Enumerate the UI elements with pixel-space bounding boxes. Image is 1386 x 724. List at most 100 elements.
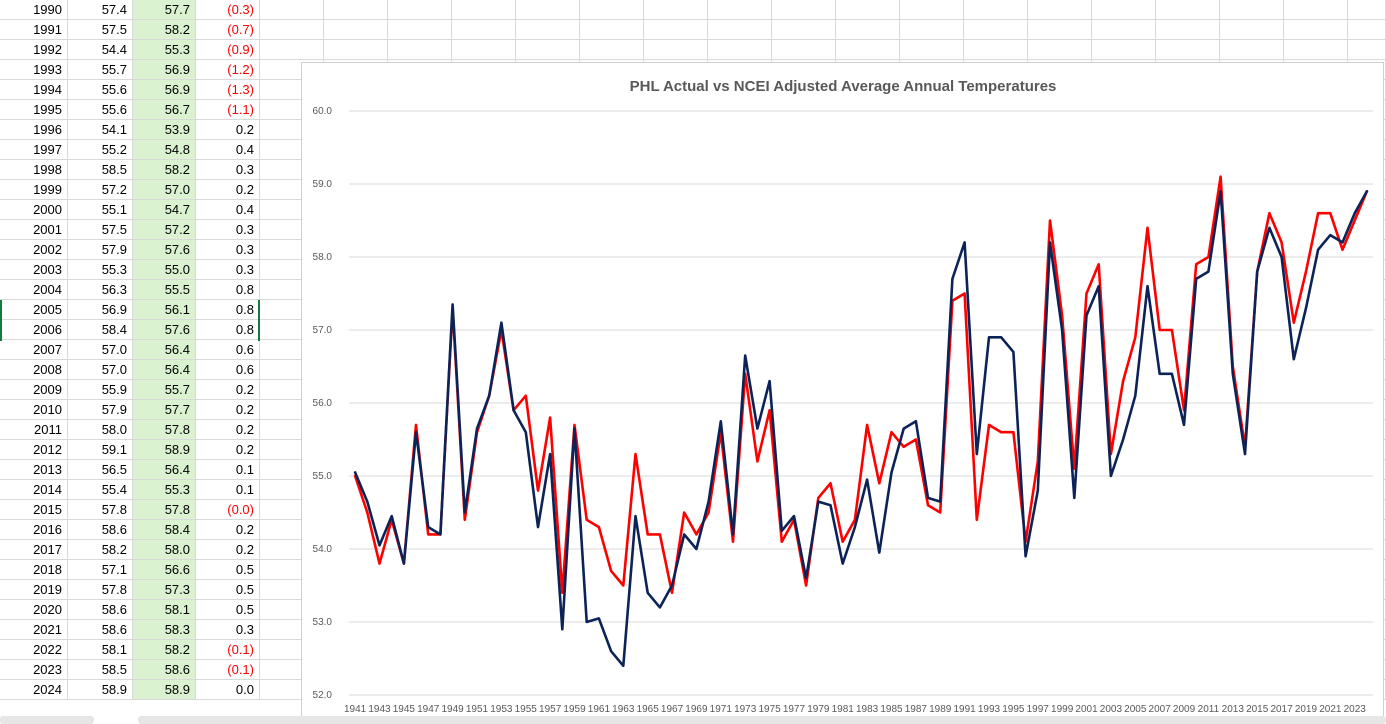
empty-cell[interactable] [388,20,452,40]
cell-adjusted[interactable]: 56.9 [133,80,196,100]
cell-year[interactable]: 2008 [0,360,68,380]
empty-cell[interactable] [1220,20,1284,40]
cell-adjusted[interactable]: 58.0 [133,540,196,560]
cell-adjusted[interactable]: 57.2 [133,220,196,240]
cell-actual[interactable]: 56.5 [68,460,133,480]
empty-cell[interactable] [836,20,900,40]
cell-year[interactable]: 2010 [0,400,68,420]
chart-object[interactable]: PHL Actual vs NCEI Adjusted Average Annu… [301,62,1384,718]
cell-actual[interactable]: 57.4 [68,0,133,20]
cell-actual[interactable]: 55.9 [68,380,133,400]
cell-diff[interactable]: 0.2 [196,400,260,420]
cell-year[interactable]: 2005 [0,300,68,320]
cell-adjusted[interactable]: 58.1 [133,600,196,620]
cell-diff[interactable]: 0.2 [196,180,260,200]
cell-year[interactable]: 2021 [0,620,68,640]
cell-diff[interactable]: 0.2 [196,440,260,460]
cell-adjusted[interactable]: 55.7 [133,380,196,400]
cell-actual[interactable]: 55.7 [68,60,133,80]
cell-adjusted[interactable]: 57.0 [133,180,196,200]
empty-cell[interactable] [708,20,772,40]
cell-adjusted[interactable]: 54.8 [133,140,196,160]
empty-cell[interactable] [260,40,324,60]
cell-diff[interactable]: 0.2 [196,380,260,400]
cell-year[interactable]: 2022 [0,640,68,660]
cell-year[interactable]: 2001 [0,220,68,240]
cell-adjusted[interactable]: 57.7 [133,0,196,20]
empty-cell[interactable] [772,40,836,60]
cell-year[interactable]: 2000 [0,200,68,220]
cell-adjusted[interactable]: 56.4 [133,340,196,360]
cell-year[interactable]: 2020 [0,600,68,620]
cell-diff[interactable]: 0.2 [196,540,260,560]
cell-diff[interactable]: 0.3 [196,620,260,640]
empty-cell[interactable] [1156,40,1220,60]
empty-cell[interactable] [772,0,836,20]
empty-cell[interactable] [644,20,708,40]
cell-adjusted[interactable]: 56.7 [133,100,196,120]
cell-diff[interactable]: 0.5 [196,580,260,600]
cell-adjusted[interactable]: 58.9 [133,680,196,700]
cell-actual[interactable]: 58.0 [68,420,133,440]
empty-cell[interactable] [1348,20,1386,40]
empty-cell[interactable] [324,20,388,40]
cell-diff[interactable]: 0.8 [196,300,260,320]
empty-cell[interactable] [452,20,516,40]
cell-actual[interactable]: 58.6 [68,520,133,540]
empty-cell[interactable] [1028,0,1092,20]
cell-year[interactable]: 1999 [0,180,68,200]
cell-diff[interactable]: 0.1 [196,480,260,500]
empty-cell[interactable] [1284,40,1348,60]
cell-year[interactable]: 1994 [0,80,68,100]
cell-year[interactable]: 2004 [0,280,68,300]
cell-actual[interactable]: 54.4 [68,40,133,60]
cell-actual[interactable]: 58.6 [68,620,133,640]
cell-diff[interactable]: (0.1) [196,640,260,660]
cell-adjusted[interactable]: 58.2 [133,640,196,660]
empty-cell[interactable] [708,0,772,20]
cell-adjusted[interactable]: 58.9 [133,440,196,460]
cell-diff[interactable]: 0.3 [196,160,260,180]
cell-year[interactable]: 2015 [0,500,68,520]
cell-actual[interactable]: 57.1 [68,560,133,580]
empty-cell[interactable] [772,20,836,40]
cell-diff[interactable]: (0.9) [196,40,260,60]
cell-diff[interactable]: 0.4 [196,200,260,220]
cell-adjusted[interactable]: 57.8 [133,500,196,520]
cell-diff[interactable]: 0.2 [196,520,260,540]
cell-actual[interactable]: 56.3 [68,280,133,300]
empty-cell[interactable] [964,0,1028,20]
empty-cell[interactable] [900,20,964,40]
empty-cell[interactable] [1092,20,1156,40]
cell-year[interactable]: 2011 [0,420,68,440]
cell-diff[interactable]: (1.1) [196,100,260,120]
empty-cell[interactable] [1028,40,1092,60]
cell-adjusted[interactable]: 58.2 [133,20,196,40]
empty-cell[interactable] [388,40,452,60]
cell-year[interactable]: 2023 [0,660,68,680]
empty-cell[interactable] [516,20,580,40]
cell-year[interactable]: 1997 [0,140,68,160]
empty-cell[interactable] [516,40,580,60]
cell-actual[interactable]: 55.1 [68,200,133,220]
empty-cell[interactable] [1348,40,1386,60]
cell-adjusted[interactable]: 57.8 [133,420,196,440]
cell-diff[interactable]: (1.3) [196,80,260,100]
cell-actual[interactable]: 58.9 [68,680,133,700]
cell-diff[interactable]: 0.1 [196,460,260,480]
cell-diff[interactable]: (0.3) [196,0,260,20]
empty-cell[interactable] [1284,20,1348,40]
empty-cell[interactable] [964,40,1028,60]
cell-diff[interactable]: 0.6 [196,360,260,380]
empty-cell[interactable] [836,40,900,60]
cell-diff[interactable]: 0.3 [196,240,260,260]
empty-cell[interactable] [644,40,708,60]
cell-year[interactable]: 1990 [0,0,68,20]
cell-adjusted[interactable]: 57.7 [133,400,196,420]
empty-cell[interactable] [1284,0,1348,20]
cell-year[interactable]: 2007 [0,340,68,360]
cell-year[interactable]: 1996 [0,120,68,140]
empty-cell[interactable] [900,0,964,20]
series-line-1[interactable] [353,190,1369,668]
cell-adjusted[interactable]: 53.9 [133,120,196,140]
